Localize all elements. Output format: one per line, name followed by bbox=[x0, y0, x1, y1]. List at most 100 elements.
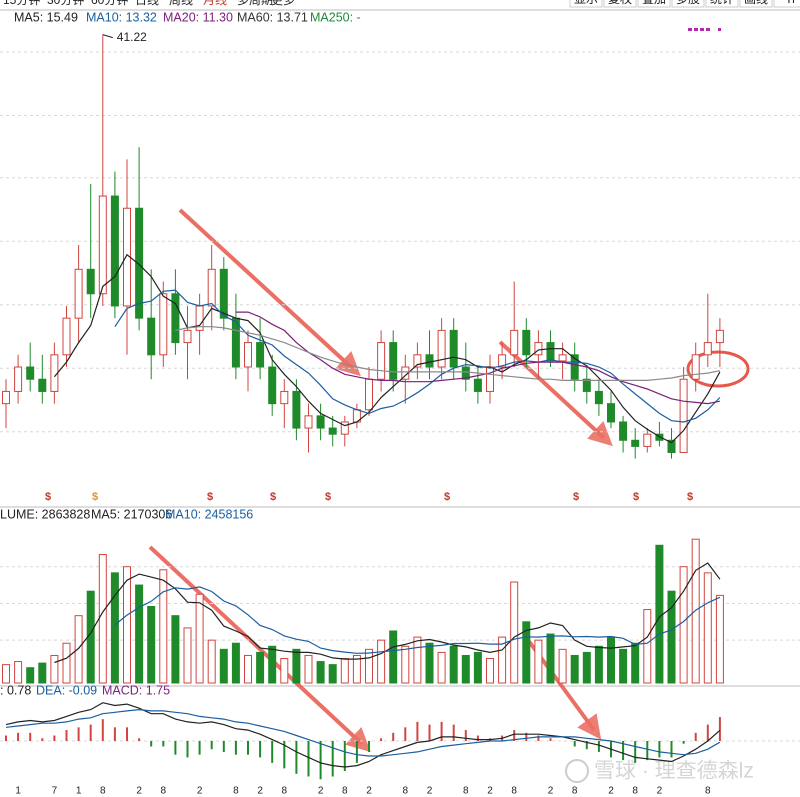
toolbar-button[interactable] bbox=[603, 0, 637, 8]
top-bar bbox=[0, 0, 800, 10]
annotation: 41.22 bbox=[117, 30, 147, 44]
candle-body bbox=[510, 329, 519, 356]
volume-bar bbox=[558, 648, 567, 684]
toolbar-button-label[interactable]: 复权 bbox=[608, 0, 632, 6]
toolbar-button-label[interactable]: 统计 bbox=[710, 0, 734, 6]
volume-bar bbox=[715, 594, 724, 684]
tab[interactable]: 月线 bbox=[203, 0, 227, 7]
candle-body bbox=[558, 354, 567, 362]
candle-body bbox=[280, 390, 289, 405]
x-tick-label: 2 bbox=[427, 786, 433, 797]
volume-bar bbox=[534, 639, 543, 684]
candle-body bbox=[667, 439, 676, 453]
volume-bar bbox=[74, 615, 83, 684]
x-tick-label: 2 bbox=[136, 786, 142, 797]
ma-line bbox=[114, 586, 721, 654]
candle-body bbox=[135, 207, 144, 319]
toolbar-button-label[interactable]: Ti bbox=[785, 0, 795, 6]
candle-body bbox=[219, 268, 228, 319]
dividend-marker: $ bbox=[687, 491, 693, 503]
toolbar-button-label[interactable]: 画线 bbox=[744, 0, 768, 6]
volume-bar bbox=[510, 581, 519, 684]
tab[interactable]: 60分钟 bbox=[91, 0, 128, 7]
x-tick-label: 8 bbox=[403, 786, 409, 797]
x-tick-label: 8 bbox=[233, 786, 239, 797]
x-tick-label: 2 bbox=[257, 786, 263, 797]
x-tick-label: 8 bbox=[342, 786, 348, 797]
volume-bar bbox=[546, 633, 555, 684]
candle-body bbox=[377, 342, 386, 380]
toolbar-button-label[interactable]: 叠加 bbox=[642, 0, 666, 6]
candle-body bbox=[413, 354, 422, 368]
volume-bar bbox=[244, 654, 252, 684]
volume-bar bbox=[631, 642, 640, 684]
x-tick-label: 2 bbox=[608, 786, 614, 797]
candle-body bbox=[607, 403, 615, 423]
toolbar-button[interactable] bbox=[637, 0, 671, 8]
candle-body bbox=[691, 354, 700, 380]
legend-entry: LUME: 2863828 bbox=[0, 507, 90, 521]
volume-bar bbox=[195, 593, 204, 684]
tab[interactable]: 更多 bbox=[271, 0, 295, 7]
dividend-marker: $ bbox=[207, 491, 213, 503]
candle-body bbox=[231, 317, 240, 368]
dot bbox=[700, 28, 704, 31]
toolbar-button-label[interactable]: 多股 bbox=[676, 0, 700, 6]
volume-bar bbox=[340, 658, 349, 684]
candle-body bbox=[256, 342, 265, 368]
volume-bar bbox=[328, 664, 337, 684]
candle-body bbox=[703, 342, 712, 356]
tab[interactable]: 30分钟 bbox=[47, 0, 84, 7]
candle-body bbox=[110, 195, 119, 307]
dividend-marker: $ bbox=[633, 491, 639, 503]
tab[interactable]: 15分钟 bbox=[3, 0, 40, 7]
x-tick-label: 8 bbox=[100, 786, 106, 797]
tab[interactable]: 多周期 bbox=[237, 0, 273, 7]
candle-body bbox=[62, 317, 71, 356]
candle-body bbox=[171, 293, 180, 344]
ma-line bbox=[235, 311, 721, 405]
volume-bar bbox=[413, 636, 422, 684]
toolbar-button-label[interactable]: 显示 bbox=[574, 0, 598, 6]
volume-bar bbox=[256, 651, 265, 684]
volume-bar bbox=[619, 648, 628, 684]
candle-body bbox=[340, 421, 349, 435]
highlight-circle bbox=[686, 350, 750, 388]
toolbar-button[interactable] bbox=[739, 0, 773, 8]
volume-bar bbox=[594, 645, 603, 684]
dividend-marker: $ bbox=[325, 491, 331, 503]
volume-bar bbox=[522, 621, 531, 684]
tab[interactable]: 日线 bbox=[135, 0, 159, 7]
volume-bar bbox=[292, 648, 301, 684]
x-tick-label: 8 bbox=[705, 786, 711, 797]
volume-bar bbox=[98, 553, 107, 684]
dividend-marker: $ bbox=[45, 491, 51, 503]
volume-bar bbox=[473, 651, 482, 684]
volume-bar bbox=[667, 590, 676, 684]
tab[interactable]: 周线 bbox=[169, 0, 193, 7]
watermark: 雪球 · 理查德森lz bbox=[565, 759, 754, 783]
volume-bar bbox=[498, 636, 507, 684]
volume-bar bbox=[280, 658, 289, 684]
toolbar-button[interactable] bbox=[705, 0, 739, 8]
volume-bar bbox=[171, 615, 180, 684]
toolbar-button[interactable] bbox=[671, 0, 705, 8]
dot bbox=[688, 28, 692, 31]
x-tick-label: 2 bbox=[197, 786, 203, 797]
candle-body bbox=[304, 415, 313, 429]
arrow bbox=[498, 340, 613, 447]
legend-entry: MA10: 2458156 bbox=[165, 507, 253, 521]
toolbar-button[interactable] bbox=[569, 0, 603, 8]
candle-body bbox=[38, 378, 47, 392]
ma-line bbox=[5, 702, 721, 768]
volume-bar bbox=[425, 642, 434, 684]
volume-bar bbox=[607, 636, 615, 684]
dividend-marker: $ bbox=[573, 491, 579, 503]
ma-line bbox=[5, 708, 721, 757]
candle-body bbox=[159, 293, 168, 356]
toolbar-button[interactable] bbox=[773, 0, 800, 8]
volume-bar bbox=[437, 651, 446, 684]
x-tick-label: 8 bbox=[463, 786, 469, 797]
volume-bar bbox=[316, 661, 325, 684]
